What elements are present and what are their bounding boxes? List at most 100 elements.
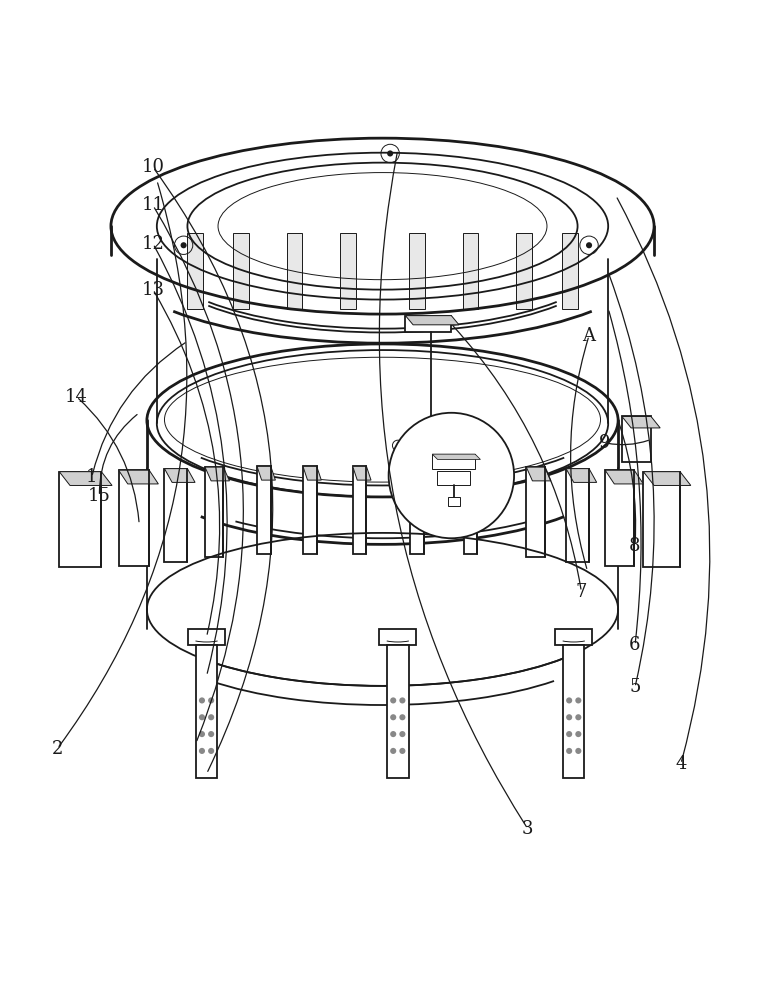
Bar	[196, 645, 217, 778]
Text: 8: 8	[629, 537, 641, 555]
Polygon shape	[622, 416, 660, 428]
Text: 4: 4	[675, 755, 686, 773]
Polygon shape	[59, 472, 112, 485]
Circle shape	[392, 668, 396, 673]
Polygon shape	[353, 466, 371, 480]
Bar	[387, 645, 409, 778]
Bar	[257, 466, 271, 554]
Circle shape	[575, 748, 581, 754]
Polygon shape	[643, 472, 691, 485]
Text: 15: 15	[88, 487, 111, 505]
Polygon shape	[566, 469, 597, 482]
Text: A: A	[583, 327, 595, 345]
Text: 14: 14	[65, 388, 88, 406]
Text: 1: 1	[86, 468, 98, 486]
Circle shape	[399, 697, 405, 703]
Bar	[187, 233, 203, 309]
Text: 12: 12	[142, 235, 164, 253]
Text: 11: 11	[142, 196, 164, 214]
Bar	[622, 416, 651, 462]
Bar	[437, 471, 470, 485]
Bar	[562, 233, 578, 309]
Polygon shape	[205, 467, 230, 481]
Bar	[463, 233, 478, 309]
Circle shape	[199, 714, 205, 720]
Circle shape	[399, 731, 405, 737]
Ellipse shape	[111, 138, 654, 314]
Bar	[287, 233, 302, 309]
Circle shape	[181, 242, 187, 248]
Circle shape	[399, 668, 404, 673]
Polygon shape	[410, 466, 428, 480]
Bar	[526, 467, 545, 557]
Circle shape	[399, 682, 404, 687]
Bar	[379, 629, 416, 645]
Circle shape	[566, 748, 572, 754]
Circle shape	[399, 748, 405, 754]
Text: 3: 3	[522, 820, 534, 838]
Text: 7: 7	[576, 583, 587, 601]
Circle shape	[392, 655, 396, 659]
Circle shape	[208, 697, 214, 703]
Polygon shape	[464, 466, 482, 480]
Bar	[643, 472, 680, 567]
Bar	[353, 466, 366, 554]
Circle shape	[390, 697, 396, 703]
Text: 2: 2	[52, 740, 63, 758]
Circle shape	[390, 714, 396, 720]
Bar	[555, 629, 592, 645]
Bar	[432, 454, 475, 469]
Polygon shape	[526, 467, 551, 481]
Circle shape	[199, 731, 205, 737]
Text: 9: 9	[598, 434, 610, 452]
Circle shape	[575, 697, 581, 703]
Circle shape	[208, 748, 214, 754]
Bar	[340, 233, 356, 309]
Text: 5: 5	[630, 678, 640, 696]
Bar	[409, 233, 425, 309]
Polygon shape	[257, 466, 275, 480]
Circle shape	[390, 748, 396, 754]
Text: 10: 10	[142, 158, 164, 176]
Bar	[164, 469, 187, 562]
Bar	[233, 233, 249, 309]
Bar	[188, 629, 225, 645]
Ellipse shape	[389, 413, 514, 538]
Circle shape	[566, 697, 572, 703]
Circle shape	[390, 731, 396, 737]
Ellipse shape	[157, 186, 608, 332]
Bar	[205, 467, 223, 557]
Circle shape	[575, 731, 581, 737]
Circle shape	[208, 731, 214, 737]
Circle shape	[586, 242, 592, 248]
Circle shape	[566, 731, 572, 737]
Circle shape	[399, 714, 405, 720]
Polygon shape	[119, 470, 158, 484]
Ellipse shape	[147, 391, 618, 544]
Circle shape	[566, 714, 572, 720]
Bar	[464, 466, 477, 554]
Circle shape	[199, 748, 205, 754]
Bar	[410, 466, 424, 554]
Circle shape	[575, 714, 581, 720]
Bar	[605, 470, 634, 566]
Bar	[566, 469, 589, 562]
Polygon shape	[405, 316, 459, 325]
Circle shape	[208, 714, 214, 720]
Bar	[405, 316, 451, 332]
Bar	[119, 470, 149, 566]
Bar	[563, 645, 584, 778]
Circle shape	[399, 655, 404, 659]
Polygon shape	[303, 466, 321, 480]
Text: 13: 13	[142, 281, 164, 299]
Circle shape	[387, 150, 393, 157]
Circle shape	[199, 697, 205, 703]
Bar	[389, 649, 406, 695]
Circle shape	[392, 682, 396, 687]
Text: 6: 6	[629, 636, 641, 654]
Polygon shape	[164, 469, 195, 482]
Bar	[448, 497, 460, 506]
Polygon shape	[432, 454, 480, 459]
Bar	[516, 233, 532, 309]
Ellipse shape	[147, 533, 618, 686]
